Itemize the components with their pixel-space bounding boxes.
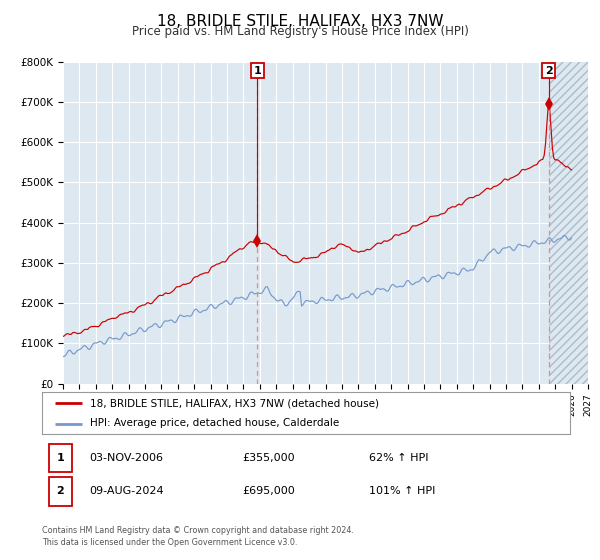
Text: HPI: Average price, detached house, Calderdale: HPI: Average price, detached house, Cald… bbox=[89, 418, 339, 428]
Text: 2: 2 bbox=[56, 486, 64, 496]
Text: 2: 2 bbox=[545, 66, 553, 76]
FancyBboxPatch shape bbox=[49, 444, 72, 472]
Text: 18, BRIDLE STILE, HALIFAX, HX3 7NW: 18, BRIDLE STILE, HALIFAX, HX3 7NW bbox=[157, 14, 443, 29]
Text: Contains HM Land Registry data © Crown copyright and database right 2024.: Contains HM Land Registry data © Crown c… bbox=[42, 526, 354, 535]
Text: £695,000: £695,000 bbox=[242, 486, 295, 496]
Text: 1: 1 bbox=[253, 66, 261, 76]
Bar bbox=[549, 62, 588, 384]
Text: 101% ↑ HPI: 101% ↑ HPI bbox=[370, 486, 436, 496]
FancyBboxPatch shape bbox=[49, 477, 72, 506]
Text: 62% ↑ HPI: 62% ↑ HPI bbox=[370, 453, 429, 463]
Text: 09-AUG-2024: 09-AUG-2024 bbox=[89, 486, 164, 496]
Text: £355,000: £355,000 bbox=[242, 453, 295, 463]
Text: 18, BRIDLE STILE, HALIFAX, HX3 7NW (detached house): 18, BRIDLE STILE, HALIFAX, HX3 7NW (deta… bbox=[89, 398, 379, 408]
Text: 1: 1 bbox=[56, 453, 64, 463]
Text: Price paid vs. HM Land Registry's House Price Index (HPI): Price paid vs. HM Land Registry's House … bbox=[131, 25, 469, 38]
Text: This data is licensed under the Open Government Licence v3.0.: This data is licensed under the Open Gov… bbox=[42, 538, 298, 547]
Text: 03-NOV-2006: 03-NOV-2006 bbox=[89, 453, 164, 463]
